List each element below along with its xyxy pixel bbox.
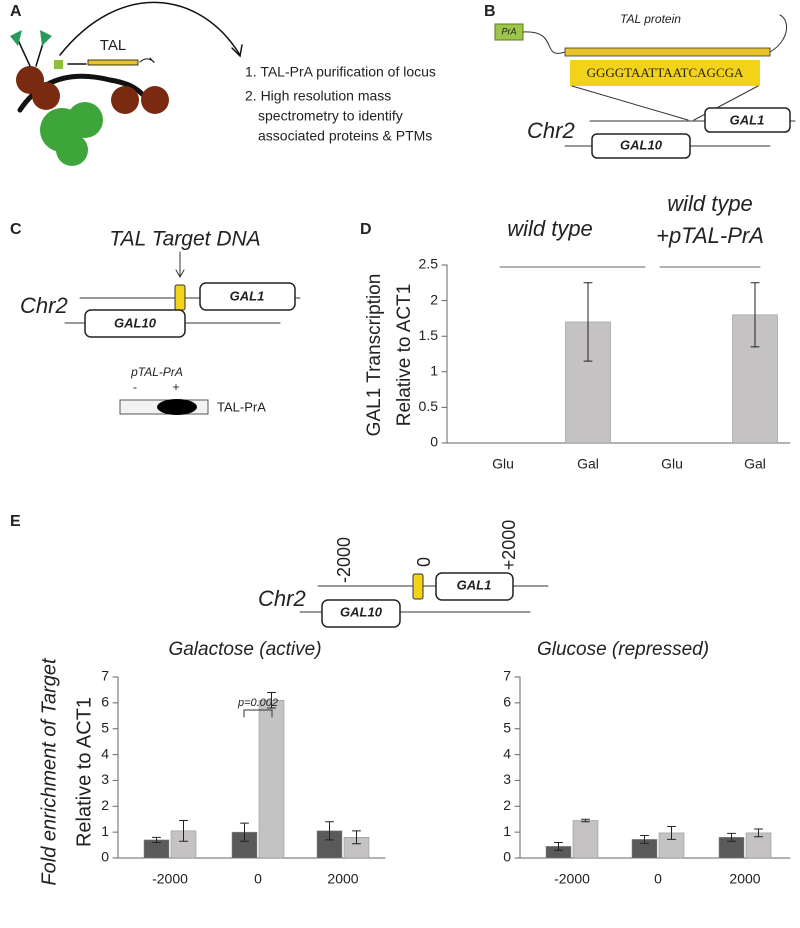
step-text: 1. TAL-PrA purification of locus	[245, 64, 436, 80]
error-bar	[640, 835, 649, 844]
error-bar	[554, 841, 563, 851]
y-tick-label: 4	[101, 745, 109, 761]
error-bar	[352, 830, 361, 845]
error-bar	[583, 282, 593, 362]
lane-label: +	[172, 380, 179, 394]
error-bar	[727, 832, 736, 842]
y-tick-label: 6	[503, 694, 511, 710]
y-tick-label: 1	[503, 823, 511, 839]
gene: GAL1	[730, 112, 765, 127]
chromosome: Chr2	[20, 293, 68, 318]
panel-label: C	[10, 221, 22, 238]
y-tick-label: 0	[101, 849, 109, 865]
step-text: associated proteins & PTMs	[258, 128, 432, 144]
annotation: p=0.002	[237, 697, 278, 709]
x-tick-label: -2000	[152, 871, 188, 887]
blot-title: pTAL-PrA	[130, 365, 183, 379]
x-tick-label: Gal	[577, 456, 599, 472]
y-tick-label: 2	[430, 291, 438, 307]
sequence: GGGGTAATTAATCAGCGA	[587, 65, 744, 80]
y-tick-label: 3	[101, 771, 109, 787]
y-tick-label: 2.5	[419, 256, 439, 272]
chromosome: Chr2	[258, 586, 306, 611]
error-bar	[240, 822, 249, 842]
error-bar	[581, 818, 590, 823]
panel-label: D	[360, 221, 372, 238]
x-tick-label: Glu	[492, 456, 514, 472]
gene: GAL1	[230, 288, 265, 303]
y-tick-label: 3	[503, 771, 511, 787]
gene: GAL10	[340, 604, 383, 619]
step-text: 2. High resolution mass	[245, 88, 391, 104]
error-bar	[152, 836, 161, 843]
panel-a-diagram	[10, 1, 243, 166]
panel-label: A	[10, 3, 22, 20]
pra-label: PrA	[501, 26, 516, 36]
position-label: -2000	[334, 537, 354, 583]
y-tick-label: 0	[503, 849, 511, 865]
position-label: 0	[414, 557, 434, 567]
group-label: +pTAL-PrA	[656, 223, 764, 248]
x-tick-label: -2000	[554, 871, 590, 887]
x-tick-label: 0	[254, 871, 262, 887]
blot-label: TAL-PrA	[217, 399, 266, 414]
error-bar	[667, 825, 676, 840]
y-tick-label: 1	[430, 363, 438, 379]
group-label: wild type	[507, 216, 593, 241]
lane-label: -	[133, 380, 137, 394]
gene: GAL1	[457, 577, 492, 592]
error-bar	[750, 282, 760, 348]
panel-b-diagram	[494, 14, 796, 159]
group-label: wild type	[667, 191, 753, 216]
panel-label: B	[484, 3, 496, 20]
step-text: spectrometry to identify	[258, 108, 403, 124]
x-tick-label: Gal	[744, 456, 766, 472]
y-tick-label: 0.5	[419, 398, 439, 414]
y-tick-label: 1	[101, 823, 109, 839]
y-axis-label: Relative to ACT1	[73, 697, 95, 847]
y-tick-label: 5	[503, 719, 511, 735]
gene: GAL10	[114, 315, 157, 330]
bar	[572, 820, 599, 859]
x-tick-label: 0	[654, 871, 662, 887]
y-tick-label: 1.5	[419, 327, 439, 343]
protein-label: TAL protein	[620, 12, 681, 26]
chart-title: Galactose (active)	[168, 639, 321, 660]
error-bar	[754, 828, 763, 838]
position-label: +2000	[499, 520, 519, 571]
y-tick-label: 2	[503, 797, 511, 813]
gene: GAL10	[620, 137, 663, 152]
y-axis-label: Relative to ACT1	[394, 284, 415, 427]
annotation-bracket	[243, 709, 273, 718]
panel-c-diagram	[64, 251, 301, 415]
y-axis-label: Fold enrichment of Target	[38, 657, 60, 886]
y-tick-label: 2	[101, 797, 109, 813]
error-bar	[179, 820, 188, 842]
y-tick-label: 0	[430, 434, 438, 450]
panel-label: E	[10, 513, 21, 530]
chromosome: Chr2	[527, 118, 575, 143]
target-label: TAL Target DNA	[109, 228, 260, 251]
x-tick-label: 2000	[327, 871, 358, 887]
y-tick-label: 4	[503, 745, 511, 761]
tal-label: TAL	[100, 37, 126, 54]
chart-title: Glucose (repressed)	[537, 639, 709, 660]
error-bar	[267, 692, 276, 709]
x-tick-label: Glu	[661, 456, 683, 472]
error-bar	[325, 821, 334, 841]
y-tick-label: 7	[101, 668, 109, 684]
x-tick-label: 2000	[729, 871, 760, 887]
y-tick-label: 6	[101, 694, 109, 710]
y-axis-label: GAL1 Transcription	[364, 274, 385, 437]
y-tick-label: 7	[503, 668, 511, 684]
bar	[258, 700, 285, 859]
panel-e-diagram	[299, 572, 549, 628]
y-tick-label: 5	[101, 719, 109, 735]
